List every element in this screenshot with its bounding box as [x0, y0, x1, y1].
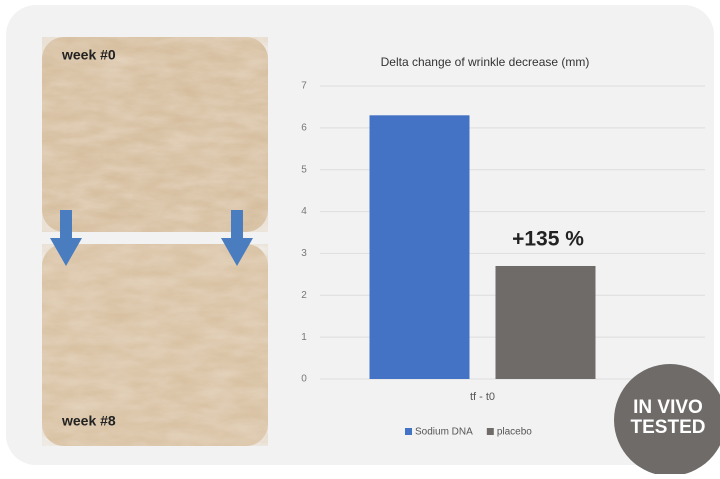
x-tick-label: tf - t0 — [470, 391, 495, 403]
badge-text: IN VIVO — [633, 397, 703, 418]
legend-label: Sodium DNA — [415, 427, 473, 438]
bar — [369, 115, 470, 380]
y-tick-label: 6 — [301, 122, 307, 133]
y-tick-label: 1 — [301, 332, 307, 343]
arrows — [50, 210, 253, 266]
y-tick-label: 0 — [301, 374, 307, 385]
image-label: week #0 — [61, 47, 116, 63]
bar — [495, 265, 596, 379]
y-tick-label: 3 — [301, 248, 307, 259]
legend-swatch — [486, 428, 494, 435]
badge-text: TESTED — [631, 417, 706, 438]
y-tick-label: 5 — [301, 164, 307, 175]
chart-title: Delta change of wrinkle decrease (mm) — [381, 55, 590, 69]
y-tick-label: 7 — [301, 81, 307, 92]
legend-label: placebo — [497, 427, 532, 438]
skin-after — [42, 244, 268, 446]
image-label: week #8 — [61, 413, 116, 429]
skin-before — [42, 37, 268, 232]
y-tick-label: 4 — [301, 206, 307, 217]
y-tick-label: 2 — [301, 290, 307, 301]
annotation: +135 % — [512, 228, 584, 251]
badge — [614, 364, 720, 476]
legend-swatch — [405, 428, 412, 435]
